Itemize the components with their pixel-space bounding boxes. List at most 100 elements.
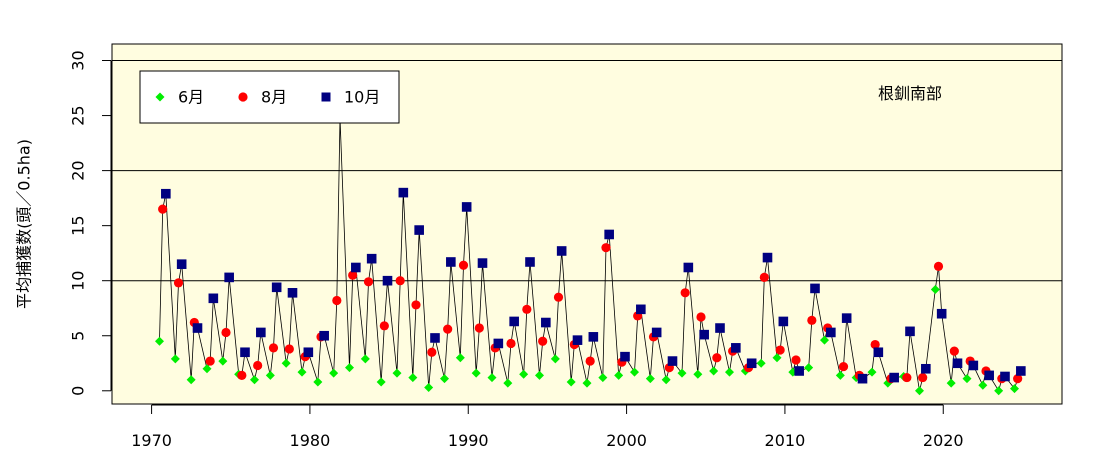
data-point-diamond bbox=[677, 368, 687, 378]
data-point-circle bbox=[1013, 374, 1023, 384]
data-point-circle bbox=[268, 343, 279, 353]
plot-frame bbox=[111, 43, 1063, 405]
data-point-circle bbox=[933, 261, 944, 271]
x-tick-label: 2000 bbox=[606, 431, 647, 450]
data-point-square bbox=[778, 316, 789, 327]
data-point-diamond bbox=[202, 364, 212, 374]
data-markers bbox=[155, 112, 1026, 396]
data-point-square bbox=[271, 282, 282, 293]
data-point-circle bbox=[474, 323, 484, 333]
data-point-square bbox=[414, 225, 424, 235]
data-point-diamond bbox=[566, 377, 576, 387]
data-point-circle bbox=[348, 270, 358, 280]
data-point-square bbox=[477, 258, 488, 268]
data-point-square bbox=[873, 347, 884, 358]
data-point-square bbox=[667, 356, 678, 366]
data-point-circle bbox=[791, 355, 801, 365]
data-point-diamond bbox=[329, 368, 339, 378]
data-point-square bbox=[303, 347, 314, 358]
data-point-diamond bbox=[170, 354, 180, 364]
data-point-square bbox=[461, 202, 472, 212]
data-point-square bbox=[794, 366, 804, 376]
data-point-diamond bbox=[297, 367, 307, 377]
data-point-square bbox=[731, 343, 741, 353]
data-point-diamond bbox=[186, 375, 196, 385]
x-tick-label: 2010 bbox=[765, 431, 806, 450]
data-point-circle bbox=[696, 312, 706, 322]
data-point-diamond bbox=[503, 378, 513, 388]
data-point-diamond bbox=[804, 363, 814, 373]
data-point-circle bbox=[680, 288, 690, 298]
y-axis: 0 5 10 15 20 25 30 bbox=[69, 50, 112, 396]
x-tick-label: 1990 bbox=[448, 431, 489, 450]
data-point-diamond bbox=[155, 336, 164, 346]
data-point-square bbox=[699, 329, 709, 340]
data-point-square bbox=[810, 283, 820, 294]
data-point-circle bbox=[902, 372, 912, 383]
gridlines bbox=[112, 60, 1062, 282]
data-point-diamond bbox=[772, 353, 782, 363]
data-point-square bbox=[826, 327, 836, 338]
data-point-circle bbox=[363, 277, 374, 287]
data-point-circle bbox=[379, 321, 389, 331]
data-point-diamond bbox=[424, 382, 434, 392]
data-point-circle bbox=[870, 339, 880, 350]
data-point-square bbox=[683, 262, 694, 273]
y-tick-label: 20 bbox=[69, 160, 88, 180]
y-axis-label: 平均捕獲数(頭／0.5ha) bbox=[15, 139, 34, 309]
data-point-diamond bbox=[994, 386, 1004, 396]
data-point-circle bbox=[807, 315, 817, 325]
data-point-diamond bbox=[281, 358, 291, 368]
data-point-square bbox=[446, 257, 456, 267]
data-point-diamond bbox=[756, 358, 766, 368]
data-point-square bbox=[398, 187, 409, 198]
data-point-circle bbox=[411, 300, 421, 310]
data-point-diamond bbox=[360, 354, 370, 364]
data-point-diamond bbox=[598, 373, 608, 383]
data-point-square bbox=[604, 229, 614, 240]
data-point-circle bbox=[522, 304, 532, 314]
data-point-diamond bbox=[392, 368, 402, 378]
data-point-diamond bbox=[693, 369, 703, 379]
data-point-square bbox=[952, 358, 963, 369]
x-tick-label: 2020 bbox=[923, 431, 964, 450]
legend-marker-circle bbox=[238, 92, 248, 102]
data-point-circle bbox=[553, 292, 564, 302]
data-point-circle bbox=[173, 278, 184, 288]
data-point-square bbox=[762, 252, 773, 263]
data-point-circle bbox=[775, 345, 785, 355]
y-tick-label: 30 bbox=[69, 50, 88, 70]
data-point-diamond bbox=[550, 354, 560, 364]
data-point-square bbox=[366, 253, 377, 264]
data-point-square bbox=[240, 347, 250, 358]
data-point-diamond bbox=[661, 375, 671, 385]
data-point-diamond bbox=[867, 367, 877, 377]
y-tick-label: 10 bbox=[69, 271, 88, 291]
data-point-circle bbox=[918, 372, 928, 383]
data-point-square bbox=[319, 330, 329, 341]
data-point-diamond bbox=[630, 367, 639, 377]
data-point-circle bbox=[712, 353, 722, 363]
legend-box bbox=[139, 70, 400, 124]
legend-label: 8月 bbox=[261, 88, 287, 107]
data-point-diamond bbox=[725, 367, 734, 377]
data-point-circle bbox=[506, 338, 516, 349]
data-point-square bbox=[746, 358, 757, 369]
data-point-square bbox=[1000, 371, 1010, 382]
data-point-circle bbox=[838, 361, 849, 372]
data-point-diamond bbox=[978, 380, 988, 390]
data-point-square bbox=[588, 332, 599, 342]
data-point-circle bbox=[538, 336, 548, 346]
data-point-diamond bbox=[265, 370, 275, 380]
data-point-square bbox=[572, 335, 583, 345]
legend-marker-square bbox=[321, 92, 331, 102]
data-point-circle bbox=[237, 370, 247, 380]
data-point-diamond bbox=[471, 368, 481, 378]
data-point-diamond bbox=[820, 335, 829, 345]
x-tick-label: 1970 bbox=[131, 431, 172, 450]
data-point-square bbox=[509, 316, 519, 327]
data-point-square bbox=[161, 188, 171, 199]
data-point-diamond bbox=[709, 366, 719, 376]
data-point-square bbox=[857, 373, 868, 384]
region-annotation: 根釧南部 bbox=[878, 84, 942, 103]
